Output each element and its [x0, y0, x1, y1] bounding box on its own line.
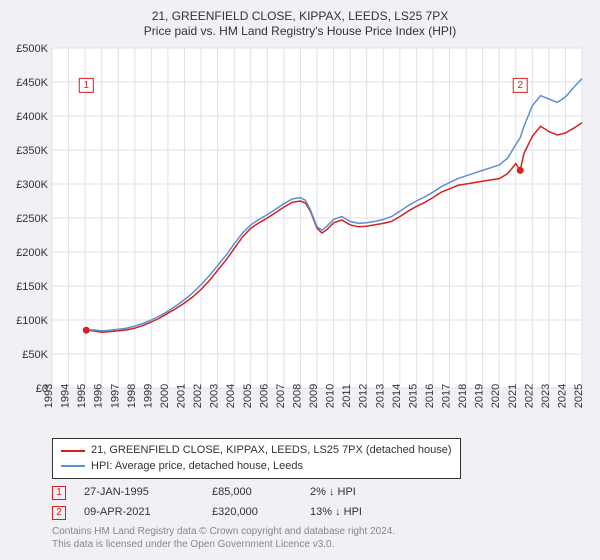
transaction-marker: 1 — [52, 486, 66, 500]
chart-subtitle: Price paid vs. HM Land Registry's House … — [10, 24, 590, 38]
svg-text:£50K: £50K — [22, 349, 48, 361]
legend-item: HPI: Average price, detached house, Leed… — [61, 459, 452, 474]
svg-text:£250K: £250K — [16, 213, 48, 225]
svg-text:1998: 1998 — [126, 384, 138, 408]
copyright-line: Contains HM Land Registry data © Crown c… — [52, 525, 590, 538]
copyright: Contains HM Land Registry data © Crown c… — [52, 525, 590, 551]
transaction-row: 1 27-JAN-1995 £85,000 2% ↓ HPI — [52, 483, 590, 503]
svg-text:2001: 2001 — [176, 384, 188, 408]
svg-text:1997: 1997 — [109, 384, 121, 408]
svg-text:2004: 2004 — [225, 384, 237, 408]
copyright-line: This data is licensed under the Open Gov… — [52, 538, 590, 551]
svg-text:2000: 2000 — [159, 384, 171, 408]
transaction-price: £320,000 — [212, 503, 292, 523]
svg-text:2014: 2014 — [391, 384, 403, 408]
svg-text:2013: 2013 — [374, 384, 386, 408]
svg-text:2005: 2005 — [242, 384, 254, 408]
svg-text:2024: 2024 — [556, 384, 568, 408]
svg-text:2018: 2018 — [457, 384, 469, 408]
svg-text:1: 1 — [84, 80, 90, 91]
svg-text:2025: 2025 — [573, 384, 585, 408]
svg-text:2015: 2015 — [407, 384, 419, 408]
svg-text:1999: 1999 — [142, 384, 154, 408]
svg-text:£500K: £500K — [16, 43, 48, 55]
svg-text:2003: 2003 — [209, 384, 221, 408]
legend-label: 21, GREENFIELD CLOSE, KIPPAX, LEEDS, LS2… — [91, 443, 452, 458]
transaction-price: £85,000 — [212, 483, 292, 503]
svg-text:2020: 2020 — [490, 384, 502, 408]
chart-title: 21, GREENFIELD CLOSE, KIPPAX, LEEDS, LS2… — [10, 8, 590, 24]
svg-text:2008: 2008 — [291, 384, 303, 408]
svg-text:£200K: £200K — [16, 247, 48, 259]
svg-text:1996: 1996 — [93, 384, 105, 408]
svg-text:2009: 2009 — [308, 384, 320, 408]
svg-text:2019: 2019 — [474, 384, 486, 408]
transaction-diff: 2% ↓ HPI — [310, 483, 420, 503]
svg-text:2002: 2002 — [192, 384, 204, 408]
transaction-date: 09-APR-2021 — [84, 503, 194, 523]
svg-text:2017: 2017 — [441, 384, 453, 408]
svg-text:2011: 2011 — [341, 384, 353, 408]
chart-area: £0£50K£100K£150K£200K£250K£300K£350K£400… — [10, 42, 590, 432]
transaction-row: 2 09-APR-2021 £320,000 13% ↓ HPI — [52, 503, 590, 523]
transaction-date: 27-JAN-1995 — [84, 483, 194, 503]
svg-text:£400K: £400K — [16, 111, 48, 123]
transactions-table: 1 27-JAN-1995 £85,000 2% ↓ HPI 2 09-APR-2021 £… — [52, 483, 590, 523]
svg-text:2006: 2006 — [258, 384, 270, 408]
legend-swatch — [61, 465, 85, 467]
svg-text:£350K: £350K — [16, 145, 48, 157]
svg-text:2: 2 — [517, 80, 523, 91]
svg-text:£450K: £450K — [16, 77, 48, 89]
legend: 21, GREENFIELD CLOSE, KIPPAX, LEEDS, LS2… — [52, 438, 461, 479]
svg-text:2007: 2007 — [275, 384, 287, 408]
transaction-marker: 2 — [52, 506, 66, 520]
svg-text:£150K: £150K — [16, 281, 48, 293]
svg-text:£300K: £300K — [16, 179, 48, 191]
legend-swatch — [61, 450, 85, 452]
svg-text:2012: 2012 — [358, 384, 370, 408]
transaction-diff: 13% ↓ HPI — [310, 503, 420, 523]
svg-text:2016: 2016 — [424, 384, 436, 408]
svg-text:2021: 2021 — [507, 384, 519, 408]
svg-text:2022: 2022 — [523, 384, 535, 408]
svg-text:2023: 2023 — [540, 384, 552, 408]
svg-text:2010: 2010 — [325, 384, 337, 408]
svg-text:1994: 1994 — [60, 384, 72, 408]
legend-label: HPI: Average price, detached house, Leed… — [91, 459, 303, 474]
svg-text:1993: 1993 — [43, 384, 55, 408]
line-chart: £0£50K£100K£150K£200K£250K£300K£350K£400… — [10, 42, 590, 432]
legend-item: 21, GREENFIELD CLOSE, KIPPAX, LEEDS, LS2… — [61, 443, 452, 458]
svg-text:£100K: £100K — [16, 315, 48, 327]
svg-text:1995: 1995 — [76, 384, 88, 408]
